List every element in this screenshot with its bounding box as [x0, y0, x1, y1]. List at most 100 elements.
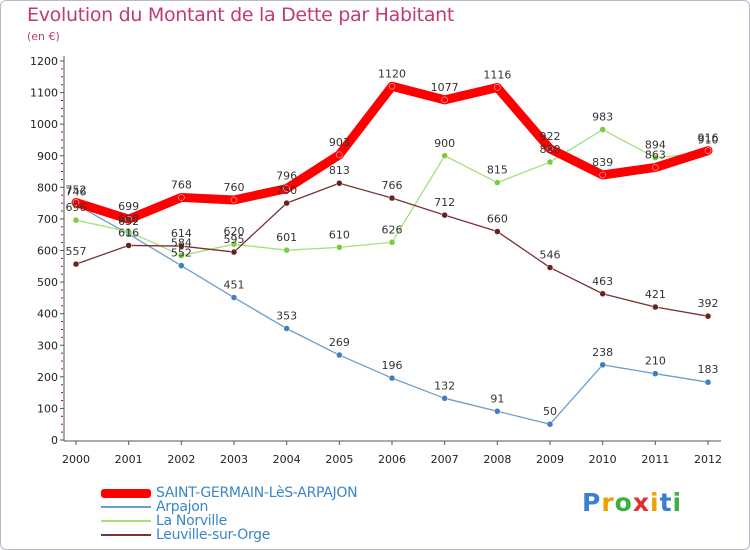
- legend-label: La Norville: [156, 513, 227, 529]
- data-point: [283, 325, 290, 332]
- legend-item: La Norville: [101, 513, 357, 529]
- axes: 0 100 200 300 400 500 600 700 800 900 1000 1100 1200…: [30, 55, 722, 466]
- x-tick-label: 2009: [536, 453, 564, 466]
- data-label: 660: [118, 213, 139, 226]
- data-point: [441, 395, 448, 402]
- legend-item: Leuville-sur-Orge: [101, 527, 357, 543]
- data-point: [336, 351, 343, 359]
- x-tick-label: 2000: [62, 453, 90, 466]
- logo-letter: i: [650, 488, 660, 517]
- data-label: 392: [698, 297, 719, 310]
- data-point: [546, 158, 554, 166]
- data-label: 813: [329, 164, 350, 177]
- data-point: [599, 171, 606, 179]
- y-tick-label: 1000: [30, 118, 58, 131]
- data-label: 269: [329, 336, 350, 349]
- data-point: [72, 216, 80, 224]
- chart-subtitle: (en €): [27, 30, 60, 43]
- data-label: 880: [540, 143, 561, 156]
- x-tick-label: 2012: [694, 453, 722, 466]
- data-label: 238: [592, 346, 613, 359]
- y-tick-label: 1200: [30, 55, 58, 68]
- legend-item: SAINT-GERMAIN-LèS-ARPAJON: [101, 485, 358, 501]
- data-label: 210: [645, 355, 666, 368]
- logo-letter: x: [632, 488, 650, 517]
- data-point: [283, 185, 290, 192]
- data-point: [652, 370, 659, 377]
- y-tick-label: 0: [51, 434, 58, 447]
- data-point: [230, 196, 238, 204]
- data-point: [125, 228, 132, 235]
- data-label: 50: [543, 405, 557, 418]
- data-label: 815: [487, 164, 508, 177]
- data-label: 1120: [378, 67, 406, 80]
- data-label: 1077: [431, 81, 459, 94]
- data-label: 353: [276, 310, 297, 323]
- legend-label: SAINT-GERMAIN-LèS-ARPAJON: [156, 485, 358, 501]
- data-label: 696: [66, 201, 87, 214]
- data-label: 626: [382, 223, 403, 236]
- data-label: 796: [276, 170, 297, 183]
- data-point: [704, 378, 712, 386]
- data-point: [704, 147, 712, 154]
- y-tick-label: 900: [37, 150, 58, 163]
- data-label: 620: [224, 225, 245, 238]
- legend: SAINT-GERMAIN-LèS-ARPAJON Arpajon La Nor…: [101, 485, 358, 543]
- data-label: 463: [592, 275, 613, 288]
- data-point: [599, 290, 606, 298]
- logo-letter: t: [659, 488, 673, 517]
- logo-letter: r: [601, 488, 615, 517]
- legend-swatch: [101, 534, 151, 536]
- data-label: 712: [434, 196, 455, 209]
- data-point: [546, 264, 554, 271]
- data-label: 652: [118, 215, 139, 228]
- legend-swatch: [101, 488, 151, 498]
- y-tick-label: 800: [37, 181, 58, 194]
- data-label: 752: [66, 183, 87, 196]
- x-tick-label: 2005: [325, 453, 353, 466]
- data-label: 584: [171, 237, 192, 250]
- logo-letter: o: [614, 488, 633, 517]
- y-tick-label: 600: [37, 245, 58, 258]
- data-label: 614: [171, 227, 192, 240]
- data-point: [441, 211, 448, 219]
- data-label: 863: [645, 148, 666, 161]
- data-point: [72, 260, 80, 268]
- y-tick-label: 100: [37, 402, 58, 415]
- legend-swatch: [101, 520, 151, 522]
- data-point: [125, 242, 132, 249]
- y-tick-label: 400: [37, 308, 58, 321]
- data-label: 910: [698, 134, 719, 147]
- data-point: [230, 248, 238, 256]
- data-point: [178, 194, 185, 201]
- legend-swatch: [101, 506, 151, 508]
- data-label: 421: [645, 288, 666, 301]
- data-label: 760: [224, 181, 245, 194]
- data-label: 922: [540, 130, 561, 143]
- data-label: 451: [224, 279, 245, 292]
- data-point: [336, 244, 343, 251]
- chart-title: Evolution du Montant de la Dette par Hab…: [27, 4, 455, 26]
- data-point: [230, 240, 238, 248]
- data-point: [441, 152, 448, 159]
- data-point: [388, 194, 396, 202]
- data-point: [441, 96, 448, 104]
- data-label: 595: [224, 233, 245, 246]
- x-tick-label: 2002: [167, 453, 195, 466]
- data-label: 601: [276, 231, 297, 244]
- legend-item: Arpajon: [101, 499, 357, 515]
- data-point: [546, 145, 554, 153]
- x-tick-label: 2010: [589, 453, 617, 466]
- series-layer: [71, 81, 713, 428]
- data-label: 610: [329, 228, 350, 241]
- legend-label: Leuville-sur-Orge: [156, 527, 271, 543]
- data-point: [546, 420, 554, 428]
- data-point: [178, 262, 185, 269]
- y-tick-label: 1100: [30, 87, 58, 100]
- y-tick-label: 300: [37, 339, 58, 352]
- data-label: 552: [171, 247, 192, 260]
- data-label: 903: [329, 136, 350, 149]
- data-label: 699: [118, 200, 139, 213]
